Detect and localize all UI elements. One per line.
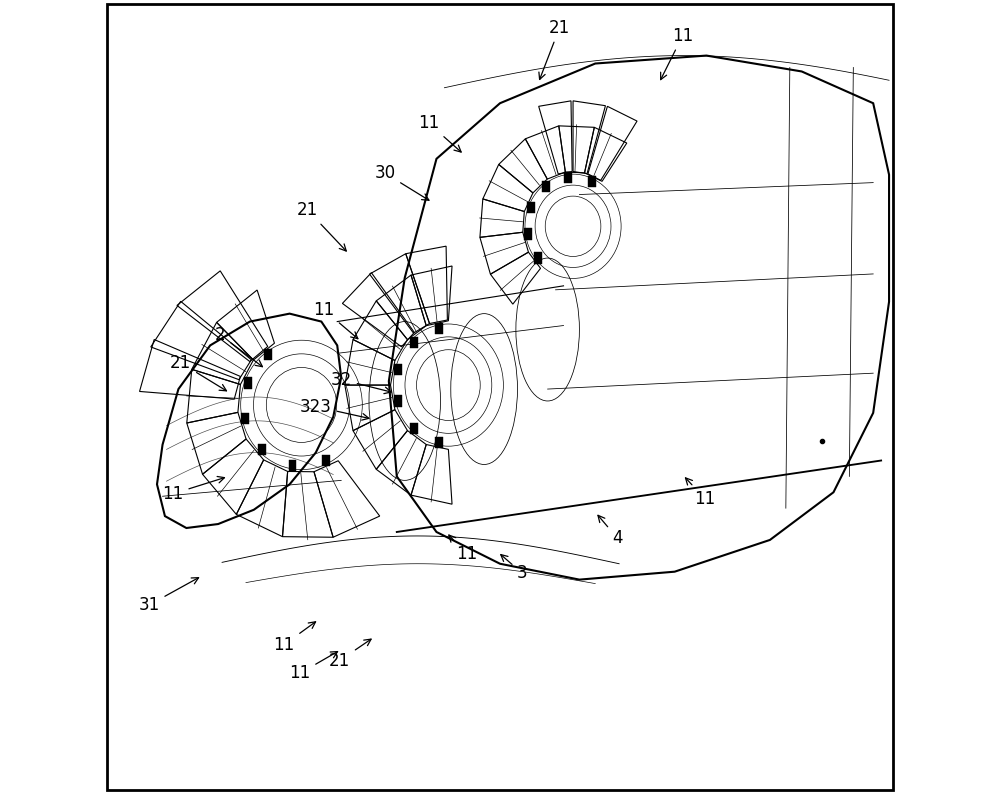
Text: 11: 11 <box>685 478 715 507</box>
Bar <box>527 202 535 214</box>
Text: 11: 11 <box>273 622 316 653</box>
Bar <box>435 322 443 333</box>
Bar <box>410 422 418 434</box>
Text: 32: 32 <box>331 371 391 394</box>
Bar <box>258 444 266 455</box>
Bar <box>410 337 418 348</box>
Text: 21: 21 <box>170 354 226 391</box>
Bar <box>289 460 296 471</box>
Bar <box>244 377 252 388</box>
Bar <box>588 176 596 187</box>
Text: 11: 11 <box>162 476 224 503</box>
Text: 3: 3 <box>501 554 528 582</box>
Text: 21: 21 <box>539 19 570 79</box>
Bar <box>394 364 402 375</box>
Text: 323: 323 <box>300 398 369 420</box>
Bar <box>322 455 330 466</box>
Text: 11: 11 <box>313 301 358 339</box>
Bar <box>564 172 572 183</box>
Text: 4: 4 <box>598 515 623 547</box>
Text: 11: 11 <box>449 535 477 563</box>
Bar <box>264 349 272 360</box>
Bar <box>534 252 542 264</box>
Bar <box>542 181 550 192</box>
Bar <box>435 437 443 448</box>
Bar <box>524 229 532 240</box>
Text: 2: 2 <box>215 326 262 367</box>
Text: 11: 11 <box>289 652 338 682</box>
Text: 30: 30 <box>374 164 429 200</box>
Bar <box>241 413 249 424</box>
Text: 11: 11 <box>661 27 693 79</box>
Text: 31: 31 <box>138 578 199 614</box>
Text: 21: 21 <box>297 202 346 251</box>
Text: 21: 21 <box>329 639 371 669</box>
Text: 11: 11 <box>418 114 461 152</box>
Bar <box>394 395 402 407</box>
